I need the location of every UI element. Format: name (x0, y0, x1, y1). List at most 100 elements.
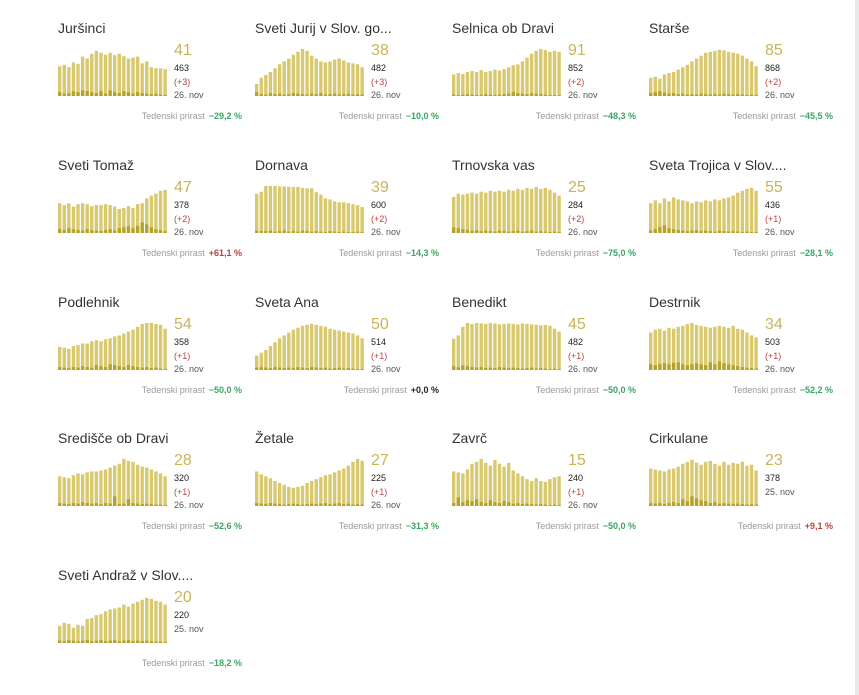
update-date: 26. nov (765, 90, 795, 100)
sparkline-bar-new (671, 362, 676, 370)
sparkline-chart (255, 323, 364, 370)
sparkline-bar-new (470, 367, 474, 370)
sparkline-bar (529, 481, 534, 506)
active-cases-value: 34 (765, 316, 783, 333)
sparkline-bar (149, 322, 154, 370)
municipality-name: Trnovska vas (452, 157, 535, 173)
sparkline-bar (71, 206, 76, 233)
sparkline-bar-new (507, 502, 511, 506)
sparkline-bar (511, 65, 515, 96)
weekly-growth-value: −50,0 % (602, 385, 636, 395)
municipality-panel[interactable]: Selnica ob Dravi 91 852 (+2) 26. nov Tedenski… (452, 20, 642, 145)
municipality-panel[interactable]: Trnovska vas 25 284 (+2) 26. nov Tedenski pri… (452, 157, 642, 282)
sparkline-bar-new (154, 229, 158, 233)
sparkline-bar (58, 203, 62, 233)
municipality-panel[interactable]: Starše 85 868 (+2) 26. nov Tedenski prirast −4… (649, 20, 839, 145)
sparkline-bar (351, 204, 355, 233)
sparkline-bar-new (649, 230, 653, 233)
sparkline-bar (690, 61, 694, 96)
sparkline-bar-new (154, 367, 158, 370)
sparkline-bar (108, 52, 112, 96)
sparkline-bar (287, 486, 291, 506)
sparkline-bar (131, 57, 135, 96)
sparkline-bar (300, 485, 305, 506)
sparkline-bar-new (470, 94, 474, 96)
sparkline-bar (474, 322, 479, 370)
municipality-panel[interactable]: Sveta Trojica v Slov.... 55 436 (+1) 26. nov… (649, 157, 839, 282)
sparkline-bar-new (465, 500, 470, 506)
municipality-panel[interactable]: Dornava 39 600 (+2) 26. nov Tedenski prirast −… (255, 157, 445, 282)
municipality-panel[interactable]: Sveti Jurij v Slov. go... 38 482 (+3) 26. no… (255, 20, 445, 145)
sparkline-bar-new (103, 367, 108, 370)
sparkline-bar-new (355, 231, 360, 233)
sparkline-bar (470, 71, 474, 96)
update-date: 26. nov (568, 500, 598, 510)
sparkline-bar (351, 333, 355, 370)
sparkline-bar (122, 208, 126, 233)
sparkline-bar-new (713, 94, 717, 96)
sparkline-bar (534, 478, 538, 506)
municipality-name: Sveta Trojica v Slov.... (649, 157, 787, 173)
municipality-panel[interactable]: Podlehnik 54 358 (+1) 26. nov Tedenski priras… (58, 294, 248, 419)
municipality-name: Sveti Jurij v Slov. go... (255, 20, 392, 36)
sparkline-bar (282, 186, 286, 233)
sparkline-bar (122, 56, 126, 96)
municipality-name: Selnica ob Dravi (452, 20, 554, 36)
sparkline-bar (534, 324, 538, 370)
sparkline-bar (149, 598, 154, 643)
sparkline-chart (452, 48, 561, 96)
sparkline-bar (543, 49, 548, 96)
sparkline-bar-new (667, 228, 671, 233)
sparkline-chart (58, 50, 167, 96)
municipality-panel[interactable]: Žetale 27 225 (+1) 26. nov Tedenski prirast −3… (255, 430, 445, 555)
municipality-panel[interactable]: Zavrč 15 240 (+1) 26. nov Tedenski prirast −50… (452, 430, 642, 555)
sparkline-bar (456, 472, 460, 506)
sparkline-bar-new (277, 504, 282, 506)
municipality-panel[interactable]: Sveti Tomaž 47 378 (+2) 26. nov Tedenski prir… (58, 157, 248, 282)
sparkline-bar-new (667, 503, 671, 506)
sparkline-bar-new (305, 94, 309, 96)
sparkline-bar-new (85, 640, 89, 643)
municipality-panel[interactable]: Sveta Ana 50 514 (+1) 26. nov Tedenski priras… (255, 294, 445, 419)
sparkline-bar (323, 475, 328, 506)
sparkline-bar-new (80, 366, 85, 370)
sparkline-bar (699, 325, 703, 370)
sparkline-bar (264, 349, 268, 370)
sparkline-bar (323, 198, 328, 233)
sparkline-bar-new (452, 227, 456, 233)
sparkline-bar (67, 203, 71, 233)
sparkline-bar (474, 72, 479, 96)
sparkline-bar (62, 205, 66, 233)
municipality-panel[interactable]: Destrnik 34 503 (+1) 26. nov Tedenski prirast… (649, 294, 839, 419)
municipality-panel[interactable]: Sveti Andraž v Slov.... 20 220 25. nov Teden… (58, 567, 248, 692)
weekly-growth-label: Tedenski prirast (732, 385, 796, 395)
municipality-panel[interactable]: Benedikt 45 482 (+1) 26. nov Tedenski prirast… (452, 294, 642, 419)
sparkline-bar (287, 332, 291, 370)
municipality-panel[interactable]: Juršinci 41 463 (+3) 26. nov Tedenski prirast… (58, 20, 248, 145)
sparkline-bar-new (273, 231, 277, 233)
sparkline-bar (108, 338, 112, 370)
sparkline-bar (346, 203, 351, 233)
sparkline-bar (62, 477, 66, 506)
sparkline-bar-new (113, 365, 117, 370)
sparkline-bar (474, 193, 479, 233)
sparkline-bar-new (135, 225, 140, 233)
municipality-panel[interactable]: Središče ob Dravi 28 320 (+1) 26. nov Tedensk… (58, 430, 248, 555)
weekly-growth: Tedenski prirast −50,0 % (142, 385, 242, 395)
sparkline-bar-new (355, 94, 360, 96)
sparkline-bar (319, 325, 323, 370)
total-cases-value: 482 (568, 337, 584, 347)
weekly-growth-label: Tedenski prirast (141, 385, 205, 395)
sparkline-bar-new (328, 94, 332, 96)
municipality-name: Benedikt (452, 294, 507, 310)
sparkline-bar (76, 204, 80, 233)
sparkline-bar (163, 328, 167, 370)
sparkline-bar (474, 461, 479, 506)
weekly-growth: Tedenski prirast +9,1 % (738, 521, 833, 531)
sparkline-bar (163, 476, 167, 506)
municipality-panel[interactable]: Cirkulane 23 378 25. nov Tedenski prirast +9,… (649, 430, 839, 555)
sparkline-bar (717, 49, 722, 96)
sparkline-bar (708, 460, 712, 506)
update-date: 26. nov (174, 500, 204, 510)
sparkline-bar (108, 205, 112, 233)
